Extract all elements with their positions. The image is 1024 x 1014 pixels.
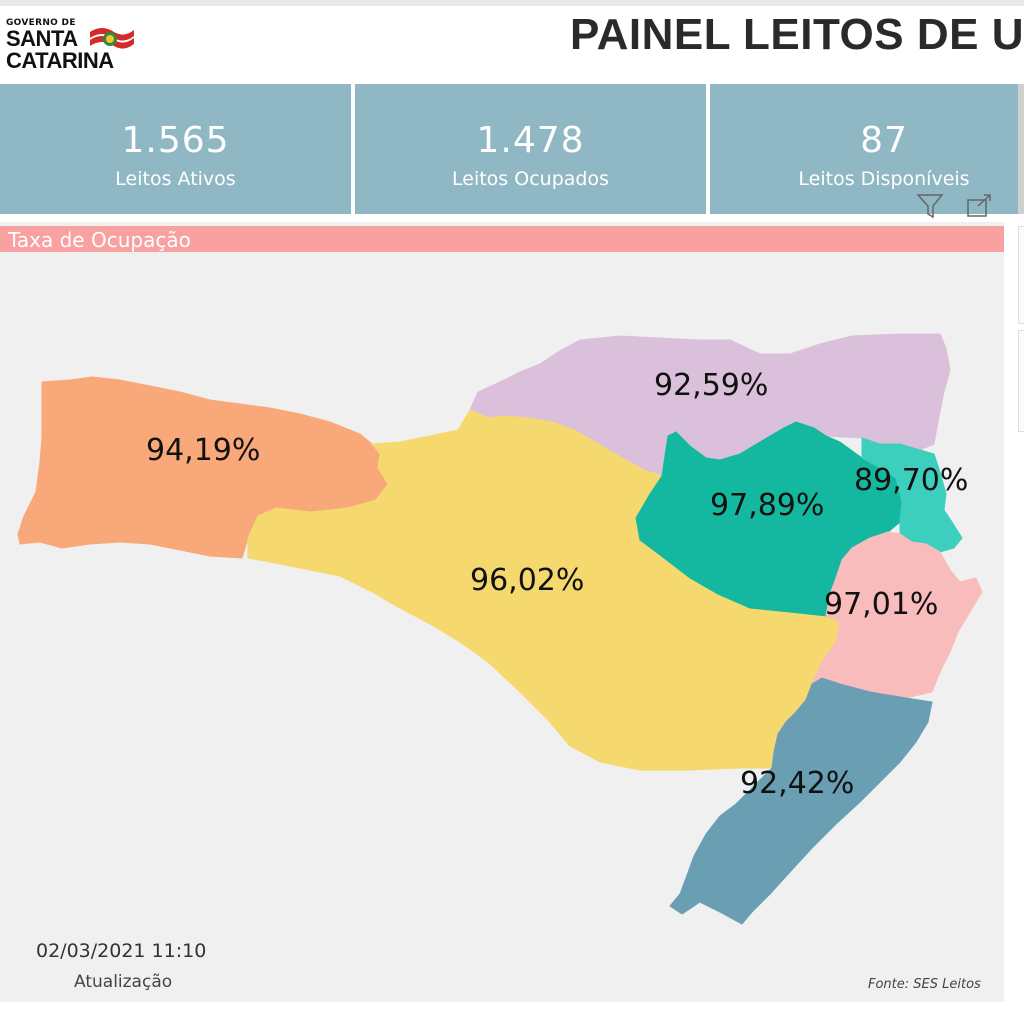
map-label-grande-florianopolis: 97,01% <box>824 587 939 622</box>
flag-emblem-icon <box>90 28 134 49</box>
filter-icon[interactable] <box>916 194 944 219</box>
source-note: Fonte: SES Leitos <box>868 977 981 992</box>
focus-mode-icon[interactable] <box>967 194 991 217</box>
region-vale-itajai[interactable] <box>635 421 903 617</box>
map-label-meio-oeste-serra: 96,02% <box>470 563 585 598</box>
logo-line-2: CATARINA <box>6 48 114 73</box>
top-border <box>0 0 1024 6</box>
kpi-leitos-ocupados: 1.478 Leitos Ocupados <box>355 84 706 214</box>
kpi-leitos-ativos: 1.565 Leitos Ativos <box>0 84 351 214</box>
map-label-sul: 92,42% <box>740 766 855 801</box>
update-label: Atualização <box>74 972 173 992</box>
kpi-label: Leitos Ocupados <box>452 168 609 190</box>
section-header: Taxa de Ocupação <box>0 226 1004 252</box>
right-edge <box>1018 84 1024 214</box>
map-label-vale-itajai: 97,89% <box>710 488 825 523</box>
region-foz-itajai[interactable] <box>861 437 963 553</box>
kpi-label: Leitos Ativos <box>115 168 236 190</box>
map-label-norte: 92,59% <box>654 368 769 403</box>
side-panel-edge <box>1018 226 1024 324</box>
visual-header-icons <box>916 192 996 226</box>
logo-gov-text: GOVERNO DE <box>6 18 76 28</box>
region-sul[interactable] <box>669 677 933 925</box>
santa-catarina-map <box>17 333 983 925</box>
logo-line-1: SANTA <box>6 26 78 51</box>
map-label-foz-itajai: 89,70% <box>854 463 969 498</box>
kpi-value: 1.565 <box>121 120 230 161</box>
side-panel-edge <box>1018 330 1024 432</box>
santa-catarina-logo: GOVERNO DE SANTA CATARINA <box>6 18 136 73</box>
section-title: Taxa de Ocupação <box>8 228 191 252</box>
kpi-value: 87 <box>860 120 908 161</box>
map-label-oeste: 94,19% <box>146 433 261 468</box>
page-title: PAINEL LEITOS DE U <box>570 10 1024 59</box>
kpi-label: Leitos Disponíveis <box>798 168 970 190</box>
update-date: 02/03/2021 11:10 <box>36 940 207 962</box>
kpi-value: 1.478 <box>476 120 585 161</box>
kpi-leitos-disponiveis: 87 Leitos Disponíveis <box>710 84 1018 214</box>
